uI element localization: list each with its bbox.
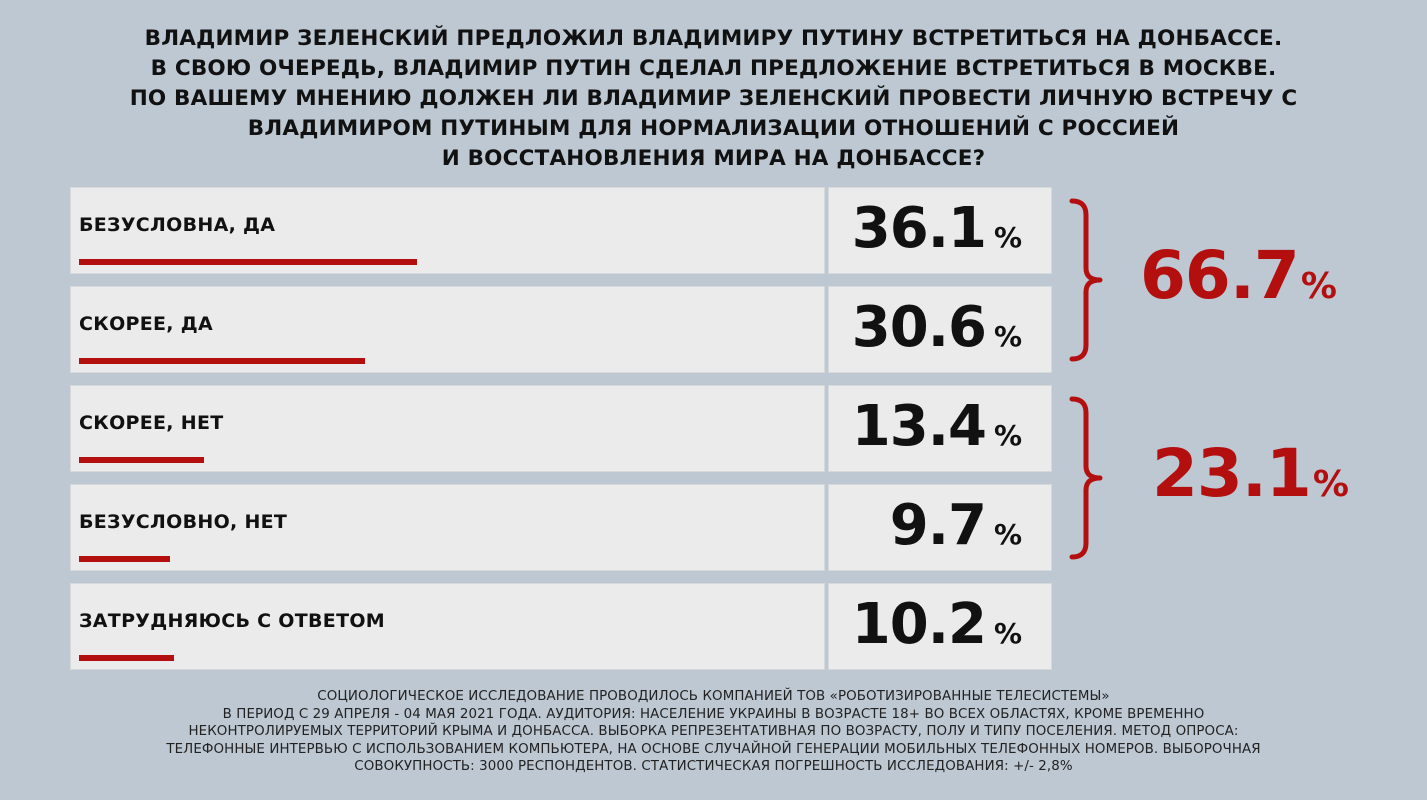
value-unit: % (993, 419, 1022, 452)
value-unit: % (993, 320, 1022, 353)
answer-label-panel: БЕЗУСЛОВНО, НЕТ (70, 484, 825, 571)
answer-value: 36.1% (852, 197, 1022, 270)
group-brace (1069, 198, 1103, 362)
value-number: 10.2 (851, 592, 987, 657)
group-total-unit: % (1312, 464, 1349, 505)
answer-label-panel: СКОРЕЕ, ДА (70, 286, 825, 373)
value-unit: % (993, 617, 1022, 650)
footer-line: СОЦИОЛОГИЧЕСКОЕ ИССЛЕДОВАНИЕ ПРОВОДИЛОСЬ… (317, 689, 1110, 704)
answer-label: СКОРЕЕ, НЕТ (79, 412, 224, 434)
answer-label: БЕЗУСЛОВНО, НЕТ (79, 511, 288, 533)
footer-line: НЕКОНТРОЛИРУЕМЫХ ТЕРРИТОРИЙ КРЫМА И ДОНБ… (188, 724, 1239, 739)
answer-label-panel: ЗАТРУДНЯЮСЬ С ОТВЕТОМ (70, 583, 825, 670)
answer-bar (79, 655, 174, 661)
answer-row: БЕЗУСЛОВНА, ДА 36.1% (70, 187, 1052, 274)
footer-line: ТЕЛЕФОННЫЕ ИНТЕРВЬЮ С ИСПОЛЬЗОВАНИЕМ КОМ… (166, 741, 1261, 757)
answer-row: БЕЗУСЛОВНО, НЕТ 9.7% (70, 484, 1052, 571)
group-total-unit: % (1300, 266, 1337, 307)
group-total-number: 66.7 (1140, 237, 1300, 314)
group-total-number: 23.1 (1152, 435, 1312, 512)
answer-label: СКОРЕЕ, ДА (79, 313, 213, 335)
answer-label: ЗАТРУДНЯЮСЬ С ОТВЕТОМ (79, 610, 385, 632)
answer-bar (79, 259, 417, 265)
footer-line: СОВОКУПНОСТЬ: 3000 РЕСПОНДЕНТОВ. СТАТИСТ… (354, 759, 1073, 774)
answer-value-panel: 10.2% (828, 583, 1052, 670)
answer-bar (79, 556, 170, 562)
answer-bar (79, 358, 365, 364)
answer-value: 30.6% (852, 296, 1022, 369)
value-number: 30.6 (851, 295, 987, 360)
group-total: 66.7% (1140, 240, 1337, 323)
answer-value: 9.7% (890, 494, 1022, 567)
group-brace-path (1069, 198, 1103, 362)
answer-row: СКОРЕЕ, ДА 30.6% (70, 286, 1052, 373)
value-unit: % (993, 221, 1022, 254)
title-line: ПО ВАШЕМУ МНЕНИЮ ДОЛЖЕН ЛИ ВЛАДИМИР ЗЕЛЕ… (129, 86, 1298, 111)
answer-row: СКОРЕЕ, НЕТ 13.4% (70, 385, 1052, 472)
answer-value-panel: 30.6% (828, 286, 1052, 373)
value-number: 13.4 (851, 394, 987, 459)
title-line: И ВОССТАНОВЛЕНИЯ МИРА НА ДОНБАССЕ? (441, 146, 986, 171)
title-line: ВЛАДИМИРОМ ПУТИНЫМ ДЛЯ НОРМАЛИЗАЦИИ ОТНО… (247, 116, 1180, 141)
footer-line: В ПЕРИОД С 29 АПРЕЛЯ - 04 МАЯ 2021 ГОДА.… (222, 706, 1205, 722)
answer-value: 13.4% (852, 395, 1022, 468)
answer-label-panel: БЕЗУСЛОВНА, ДА (70, 187, 825, 274)
answer-value: 10.2% (852, 593, 1022, 666)
title-line: В СВОЮ ОЧЕРЕДЬ, ВЛАДИМИР ПУТИН СДЕЛАЛ ПР… (150, 56, 1277, 81)
answer-value-panel: 36.1% (828, 187, 1052, 274)
value-number: 9.7 (889, 493, 987, 558)
answer-bar (79, 457, 204, 463)
chart-title: ВЛАДИМИР ЗЕЛЕНСКИЙ ПРЕДЛОЖИЛ ВЛАДИМИРУ П… (60, 24, 1367, 174)
answer-label: БЕЗУСЛОВНА, ДА (79, 214, 276, 236)
answer-label-panel: СКОРЕЕ, НЕТ (70, 385, 825, 472)
group-total: 23.1% (1152, 438, 1349, 521)
group-brace-path (1069, 396, 1103, 560)
value-unit: % (993, 518, 1022, 551)
title-line: ВЛАДИМИР ЗЕЛЕНСКИЙ ПРЕДЛОЖИЛ ВЛАДИМИРУ П… (144, 26, 1283, 51)
methodology-footer: СОЦИОЛОГИЧЕСКОЕ ИССЛЕДОВАНИЕ ПРОВОДИЛОСЬ… (40, 688, 1387, 776)
answer-value-panel: 13.4% (828, 385, 1052, 472)
value-number: 36.1 (851, 196, 987, 261)
group-brace (1069, 396, 1103, 560)
answer-row: ЗАТРУДНЯЮСЬ С ОТВЕТОМ 10.2% (70, 583, 1052, 670)
answer-value-panel: 9.7% (828, 484, 1052, 571)
